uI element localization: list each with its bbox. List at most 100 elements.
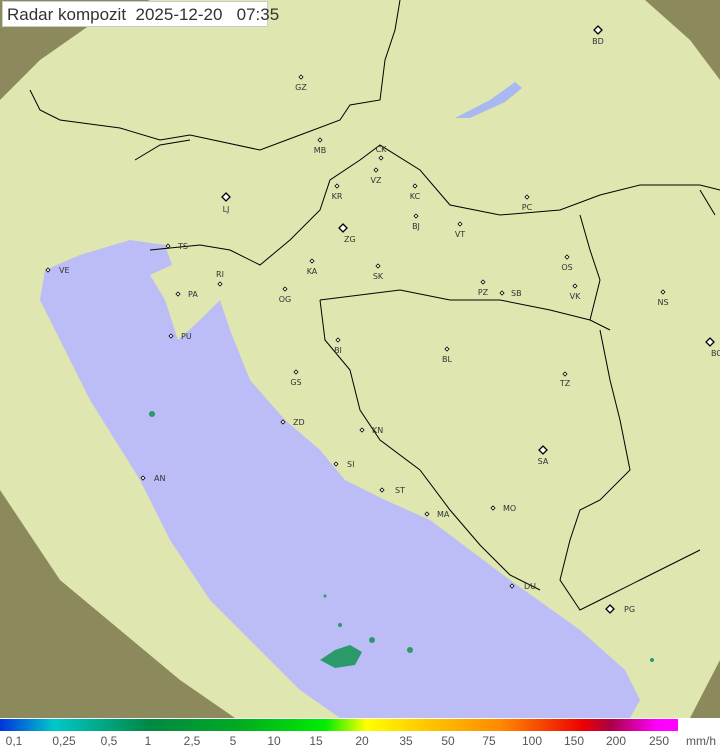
city-label: CK [376, 145, 388, 154]
city-marker-icon [562, 371, 568, 377]
city-markers: BD GZ MB CK VZ KC KR LJ PC ZG BJ VT TS VE KA RI SK OS PA OG… [45, 25, 720, 614]
radar-map[interactable]: BD GZ MB CK VZ KC KR LJ PC ZG BJ VT TS VE KA RI SK OS PA OG… [0, 0, 720, 718]
city-label: MB [314, 146, 326, 155]
city-label: BJ [412, 222, 420, 231]
scale-label: 0,1 [5, 734, 23, 748]
city-label: VE [59, 266, 70, 275]
city-label: MA [437, 510, 450, 519]
city-marker-icon [373, 167, 379, 173]
city-marker-icon [593, 25, 603, 35]
city-marker-icon [309, 258, 315, 264]
lake-balaton [455, 82, 522, 118]
scale-label: 200 [605, 734, 627, 748]
city-label: SA [538, 457, 549, 466]
city-label: PA [188, 290, 198, 299]
city-label: GS [290, 378, 301, 387]
city-marker-icon [165, 243, 171, 249]
city-label: LJ [223, 205, 230, 214]
city-label: AN [154, 474, 165, 483]
scale-labels: 0,1 0,25 0,5 1 2,5 5 10 15 20 35 50 75 1… [0, 734, 720, 751]
city-marker-icon [564, 254, 570, 260]
city-marker-icon [375, 263, 381, 269]
city-label: TZ [559, 379, 571, 388]
scale-label: 0,25 [52, 734, 76, 748]
city-marker-icon [378, 155, 384, 161]
map-title: Radar kompozit 2025-12-20 07:35 [2, 1, 279, 27]
city-label: BL [442, 355, 452, 364]
city-label: RI [216, 270, 224, 279]
city-label: VZ [371, 176, 382, 185]
city-marker-icon [444, 346, 450, 352]
city-label: KR [332, 192, 343, 201]
city-label: VK [570, 292, 581, 301]
city-label: NS [657, 298, 668, 307]
scale-label: 2,5 [183, 734, 201, 748]
city-label: ST [395, 486, 405, 495]
scale-label: 50 [441, 734, 455, 748]
city-marker-icon [379, 487, 385, 493]
city-label: OG [279, 295, 292, 304]
scale-label: 75 [482, 734, 496, 748]
city-label: SB [511, 289, 522, 298]
city-marker-icon [175, 291, 181, 297]
city-label: BG [711, 349, 720, 358]
city-marker-icon [572, 283, 578, 289]
city-marker-icon [140, 475, 146, 481]
city-marker-icon [359, 427, 365, 433]
city-marker-icon [424, 511, 430, 517]
city-marker-icon [221, 192, 231, 202]
city-marker-icon [282, 286, 288, 292]
scale-label: 1 [144, 734, 152, 748]
scale-label: 35 [399, 734, 413, 748]
city-label: ZG [344, 235, 356, 244]
city-label: SI [347, 460, 354, 469]
city-marker-icon [538, 445, 548, 455]
city-label: PG [624, 605, 635, 614]
city-marker-icon [334, 183, 340, 189]
scale-label: 150 [563, 734, 585, 748]
city-label: KA [307, 267, 318, 276]
scale-label: 5 [229, 734, 237, 748]
city-marker-icon [660, 289, 666, 295]
precipitation-color-scale [0, 719, 678, 731]
sea-adriatic [40, 240, 640, 718]
city-marker-icon [338, 223, 348, 233]
city-label: DU [524, 582, 536, 591]
city-marker-icon [457, 221, 463, 227]
city-label: BD [592, 37, 604, 46]
scale-label: 15 [309, 734, 323, 748]
city-marker-icon [480, 279, 486, 285]
city-marker-icon [217, 281, 223, 287]
city-label: ZD [293, 418, 305, 427]
scale-label: 100 [521, 734, 543, 748]
city-label: PC [522, 203, 533, 212]
city-marker-icon [509, 583, 515, 589]
city-label: PU [181, 332, 192, 341]
city-marker-icon [317, 137, 323, 143]
scale-label: 0,5 [100, 734, 118, 748]
city-marker-icon [298, 74, 304, 80]
city-marker-icon [168, 333, 174, 339]
scale-unit: mm/h [686, 734, 716, 748]
city-marker-icon [335, 337, 341, 343]
city-label: PZ [478, 288, 489, 297]
city-label: SK [373, 272, 384, 281]
city-label: TS [177, 242, 188, 251]
city-marker-icon [605, 604, 615, 614]
city-marker-icon [705, 337, 715, 347]
city-marker-icon [499, 290, 505, 296]
city-label: OS [561, 263, 572, 272]
city-marker-icon [490, 505, 496, 511]
city-marker-icon [333, 461, 339, 467]
city-marker-icon [45, 267, 51, 273]
city-label: VT [455, 230, 465, 239]
city-label: BI [334, 346, 342, 355]
city-label: KN [372, 426, 383, 435]
city-marker-icon [280, 419, 286, 425]
city-marker-icon [412, 183, 418, 189]
city-marker-icon [524, 194, 530, 200]
city-label: KC [410, 192, 421, 201]
country-borders [29, 0, 720, 611]
city-marker-icon [413, 213, 419, 219]
